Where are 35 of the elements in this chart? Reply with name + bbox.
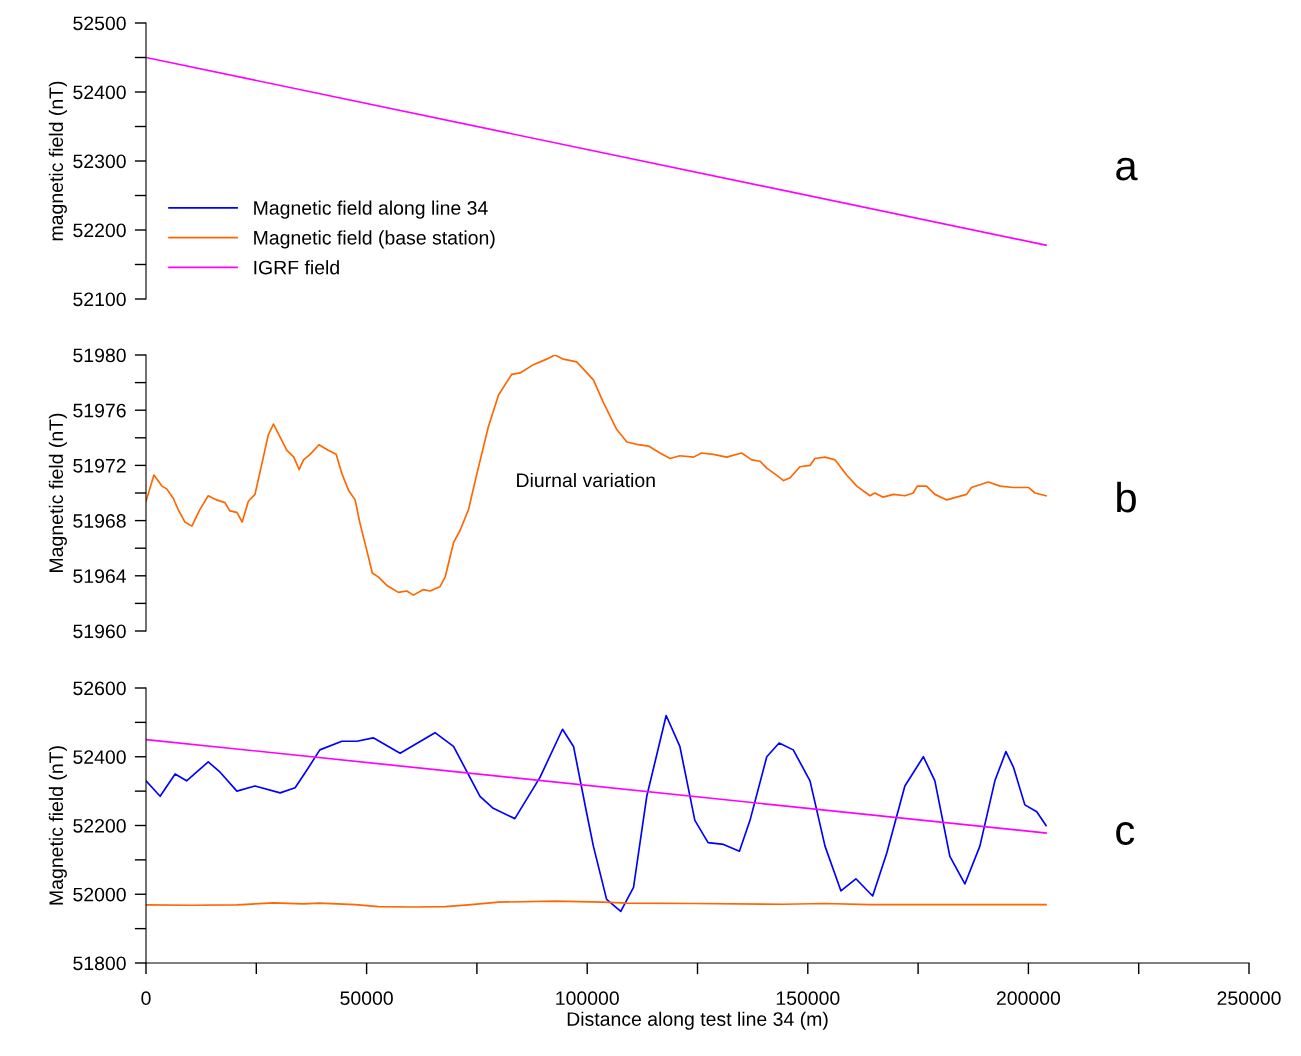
line-series bbox=[146, 355, 1047, 596]
x-tick-label: 100000 bbox=[556, 991, 619, 1006]
legend-label: Magnetic field along line 34 bbox=[254, 200, 488, 219]
x-tick-label: 250000 bbox=[1217, 991, 1281, 1006]
annotation: Diurnal variation bbox=[517, 472, 655, 488]
x-tick-label: 150000 bbox=[776, 991, 840, 1006]
y-tick-label: 51980 bbox=[73, 348, 126, 363]
text: c bbox=[1116, 822, 1135, 845]
x-axis-title: Distance along test line 34 (m) bbox=[567, 1011, 828, 1030]
y-tick-label: 51800 bbox=[73, 956, 126, 971]
y-tick-label: 51976 bbox=[73, 403, 126, 418]
legend-label: Magnetic field (base station) bbox=[254, 230, 495, 249]
y-axis-title: Magnetic field (nT) bbox=[48, 413, 67, 572]
legend-label: IGRF field bbox=[254, 260, 339, 275]
y-tick-label: 52400 bbox=[73, 750, 126, 764]
y-tick-label: 52100 bbox=[73, 292, 126, 307]
y-tick-label: 51968 bbox=[73, 514, 126, 528]
y-tick-label: 52200 bbox=[73, 223, 126, 238]
x-tick-label: 200000 bbox=[996, 991, 1061, 1006]
y-tick-label: 52600 bbox=[73, 681, 126, 696]
y-tick-label: 52000 bbox=[73, 887, 126, 902]
y-tick-label: 52200 bbox=[73, 818, 126, 833]
x-tick-label: 50000 bbox=[340, 991, 393, 1006]
y-tick-label: 51972 bbox=[73, 458, 126, 473]
line-series bbox=[146, 714, 1047, 913]
y-axis-title: Magnetic field (nT) bbox=[48, 746, 67, 905]
x-tick-label: 0 bbox=[141, 991, 151, 1006]
y-tick-label: 51964 bbox=[73, 569, 126, 584]
y-tick-label: 52500 bbox=[73, 16, 126, 31]
y-tick-label: 51960 bbox=[73, 624, 126, 639]
y-tick-label: 52400 bbox=[73, 85, 126, 100]
text: b bbox=[1117, 481, 1136, 513]
y-tick-label: 52300 bbox=[73, 154, 126, 169]
y-axis-title: magnetic field (nT) bbox=[48, 81, 67, 241]
text: a bbox=[1116, 157, 1138, 181]
